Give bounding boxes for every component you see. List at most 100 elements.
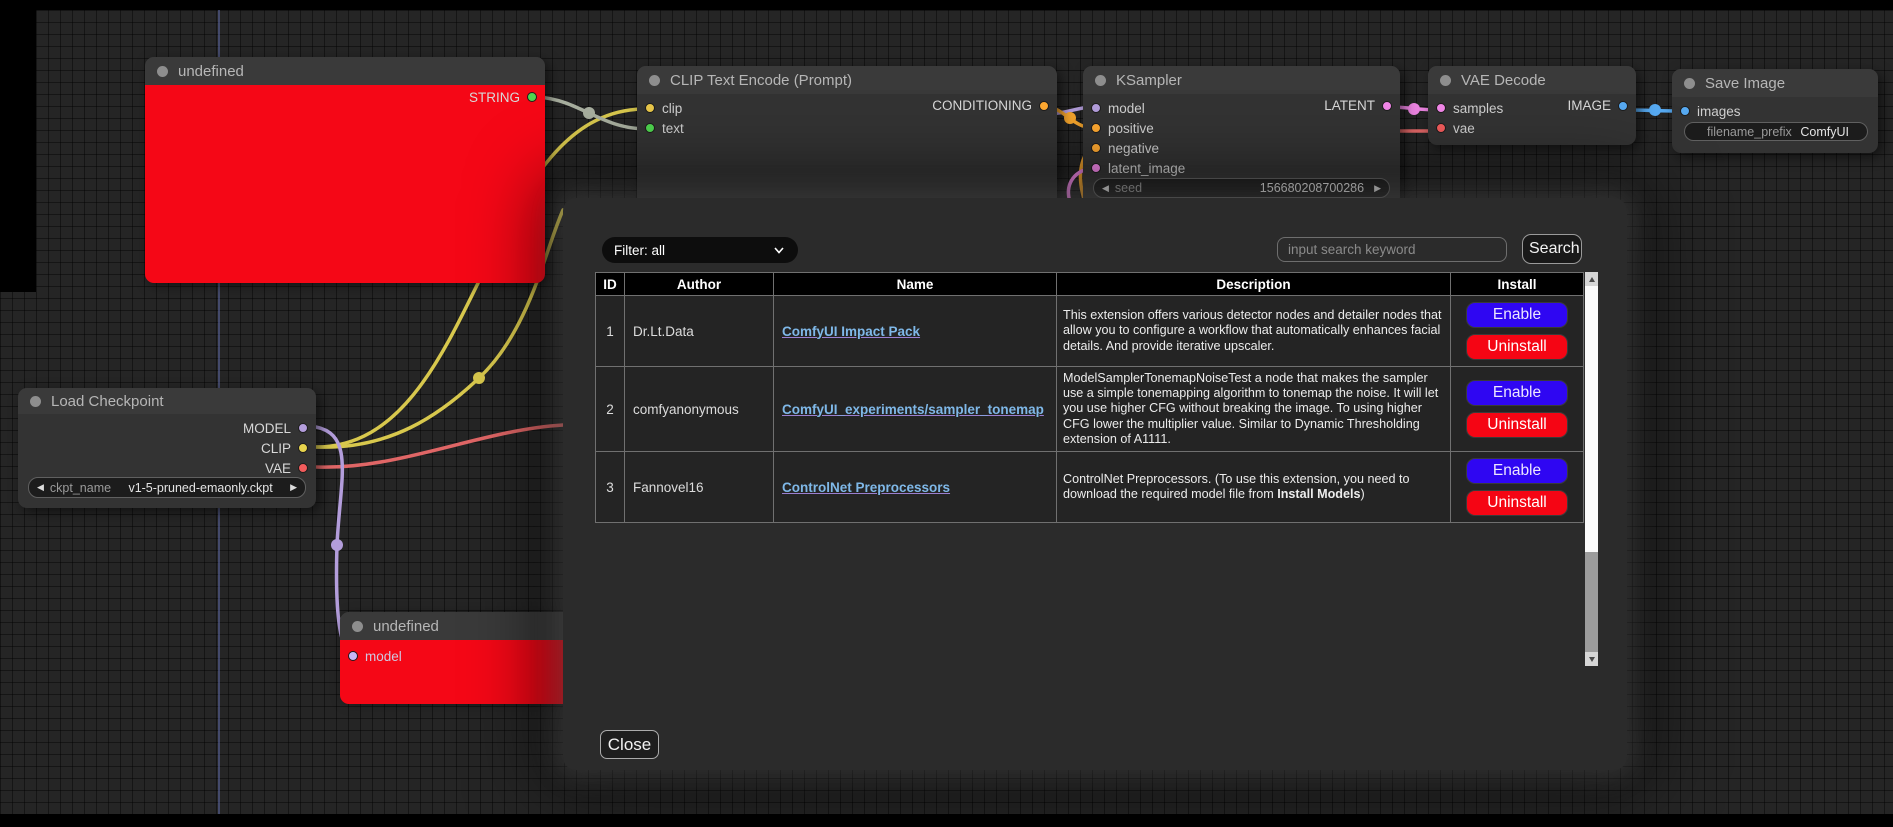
node-title: undefined <box>373 617 439 635</box>
table-header-row: ID Author Name Description Install <box>595 272 1584 296</box>
search-input[interactable] <box>1277 237 1507 262</box>
node-title-bar[interactable]: undefined <box>340 612 575 640</box>
filter-select-value: Filter: all <box>614 242 666 258</box>
port-label: images <box>1697 103 1741 119</box>
vae-input-port[interactable] <box>1436 123 1446 133</box>
cell-description: ControlNet Preprocessors. (To use this e… <box>1056 451 1451 524</box>
latent-output-port[interactable] <box>1382 100 1392 111</box>
samples-input-port[interactable] <box>1436 103 1446 113</box>
port-label: CONDITIONING <box>932 98 1032 113</box>
filename-prefix-widget[interactable]: filename_prefix ComfyUI <box>1684 122 1868 141</box>
enable-button[interactable]: Enable <box>1466 302 1568 328</box>
cell-install: Enable Uninstall <box>1450 295 1584 367</box>
node-ksampler[interactable]: KSampler model positive negative latent_… <box>1083 66 1400 206</box>
link-dot <box>473 372 485 384</box>
port-label: negative <box>1108 140 1160 156</box>
uninstall-button[interactable]: Uninstall <box>1466 490 1568 517</box>
model-output-port[interactable] <box>298 423 308 433</box>
vae-output-port[interactable] <box>298 463 308 473</box>
extension-link[interactable]: ComfyUI Impact Pack <box>782 323 921 339</box>
node-clip-text-encode[interactable]: CLIP Text Encode (Prompt) clip text COND… <box>637 66 1057 206</box>
node-undefined-bottom[interactable]: undefined model <box>340 612 575 704</box>
close-button[interactable]: Close <box>600 730 659 759</box>
text-input-port[interactable] <box>645 123 655 133</box>
port-label: model <box>1108 100 1145 116</box>
table-row: 3 Fannovel16 ControlNet Preprocessors Contr… <box>595 451 1584 524</box>
scrollbar-thumb[interactable] <box>1585 286 1598 552</box>
uninstall-button[interactable]: Uninstall <box>1466 412 1568 438</box>
extension-table-body: 1 Dr.Lt.Data ComfyUI Impact Pack This exten… <box>595 295 1584 524</box>
model-input-port[interactable] <box>1091 103 1101 113</box>
node-title: KSampler <box>1116 71 1182 89</box>
extension-manager-dialog: Filter: all Search ID Author Name Descri… <box>563 198 1627 770</box>
uninstall-button[interactable]: Uninstall <box>1466 334 1568 360</box>
scroll-down-icon[interactable] <box>1585 652 1598 666</box>
link-dot <box>331 539 343 551</box>
node-save-image[interactable]: Save Image images filename_prefix ComfyU… <box>1672 69 1878 153</box>
cell-install: Enable Uninstall <box>1450 365 1584 453</box>
node-undefined-top[interactable]: undefined STRING <box>145 57 545 283</box>
node-status-dot-icon <box>30 395 41 407</box>
decrement-arrow-icon[interactable]: ◀ <box>1102 182 1109 193</box>
extension-link[interactable]: ComfyUI_experiments/sampler_tonemap <box>782 401 1044 417</box>
cell-description: ModelSamplerTonemapNoiseTest a node that… <box>1056 365 1451 453</box>
node-status-dot-icon <box>1684 77 1695 89</box>
filter-select[interactable]: Filter: all <box>602 237 798 263</box>
port-label: CLIP <box>260 440 291 456</box>
conditioning-output-port[interactable] <box>1039 100 1049 111</box>
header-name: Name <box>773 272 1057 296</box>
node-title-bar[interactable]: Load Checkpoint <box>18 388 316 414</box>
enable-button[interactable]: Enable <box>1466 380 1568 406</box>
header-install: Install <box>1450 272 1584 296</box>
header-id: ID <box>595 272 625 296</box>
header-description: Description <box>1056 272 1451 296</box>
link-dot <box>1064 112 1076 124</box>
cell-install: Enable Uninstall <box>1450 451 1584 524</box>
node-title: Save Image <box>1705 74 1786 92</box>
port-label: samples <box>1453 100 1504 116</box>
node-title-bar[interactable]: KSampler <box>1083 66 1400 94</box>
image-output-port[interactable] <box>1618 100 1628 111</box>
next-arrow-icon[interactable]: ▶ <box>290 482 297 492</box>
table-row: 1 Dr.Lt.Data ComfyUI Impact Pack This exten… <box>595 295 1584 367</box>
node-title-bar[interactable]: VAE Decode <box>1428 66 1636 94</box>
previous-arrow-icon[interactable]: ◀ <box>37 482 44 492</box>
node-title-bar[interactable]: Save Image <box>1672 69 1878 97</box>
ckpt-name-widget[interactable]: ◀ ckpt_name v1-5-pruned-emaonly.ckpt ▶ <box>28 477 306 498</box>
seed-widget[interactable]: ◀ seed 156680208700286 ▶ <box>1093 178 1390 198</box>
port-label: model <box>365 648 402 664</box>
node-status-dot-icon <box>1440 74 1451 86</box>
port-label: positive <box>1108 120 1154 136</box>
increment-arrow-icon[interactable]: ▶ <box>1374 182 1381 193</box>
clip-input-port[interactable] <box>645 103 655 113</box>
link-dot <box>1408 103 1420 115</box>
node-title-bar[interactable]: CLIP Text Encode (Prompt) <box>637 66 1057 94</box>
extension-table: ID Author Name Description Install 1 Dr.L… <box>595 272 1584 524</box>
enable-button[interactable]: Enable <box>1466 458 1568 485</box>
cell-description: This extension offers various detector n… <box>1056 295 1451 367</box>
cell-name: ControlNet Preprocessors <box>773 451 1057 524</box>
port-label: IMAGE <box>1567 98 1611 113</box>
node-vae-decode[interactable]: VAE Decode samples vae IMAGE <box>1428 66 1636 145</box>
images-input-port[interactable] <box>1680 106 1690 116</box>
node-status-dot-icon <box>1095 74 1106 86</box>
clip-output-port[interactable] <box>298 443 308 453</box>
latent-image-input-port[interactable] <box>1091 163 1101 173</box>
cell-author: Dr.Lt.Data <box>624 295 774 367</box>
widget-name: ckpt_name <box>49 480 112 495</box>
node-load-checkpoint[interactable]: Load Checkpoint MODEL CLIP VAE ◀ ckpt_na… <box>18 388 316 508</box>
scroll-up-icon[interactable] <box>1585 272 1598 286</box>
string-output-port[interactable] <box>527 92 537 102</box>
canvas-edge <box>0 0 36 292</box>
node-title-bar[interactable]: undefined <box>145 57 545 85</box>
table-scrollbar[interactable] <box>1585 272 1598 666</box>
node-status-dot-icon <box>157 65 168 77</box>
positive-input-port[interactable] <box>1091 123 1101 133</box>
chevron-down-icon <box>774 247 784 254</box>
search-button[interactable]: Search <box>1522 234 1582 264</box>
widget-name: seed <box>1114 181 1143 195</box>
port-label: LATENT <box>1324 98 1375 113</box>
extension-link[interactable]: ControlNet Preprocessors <box>782 479 951 495</box>
negative-input-port[interactable] <box>1091 143 1101 153</box>
model-input-port[interactable] <box>348 651 358 661</box>
